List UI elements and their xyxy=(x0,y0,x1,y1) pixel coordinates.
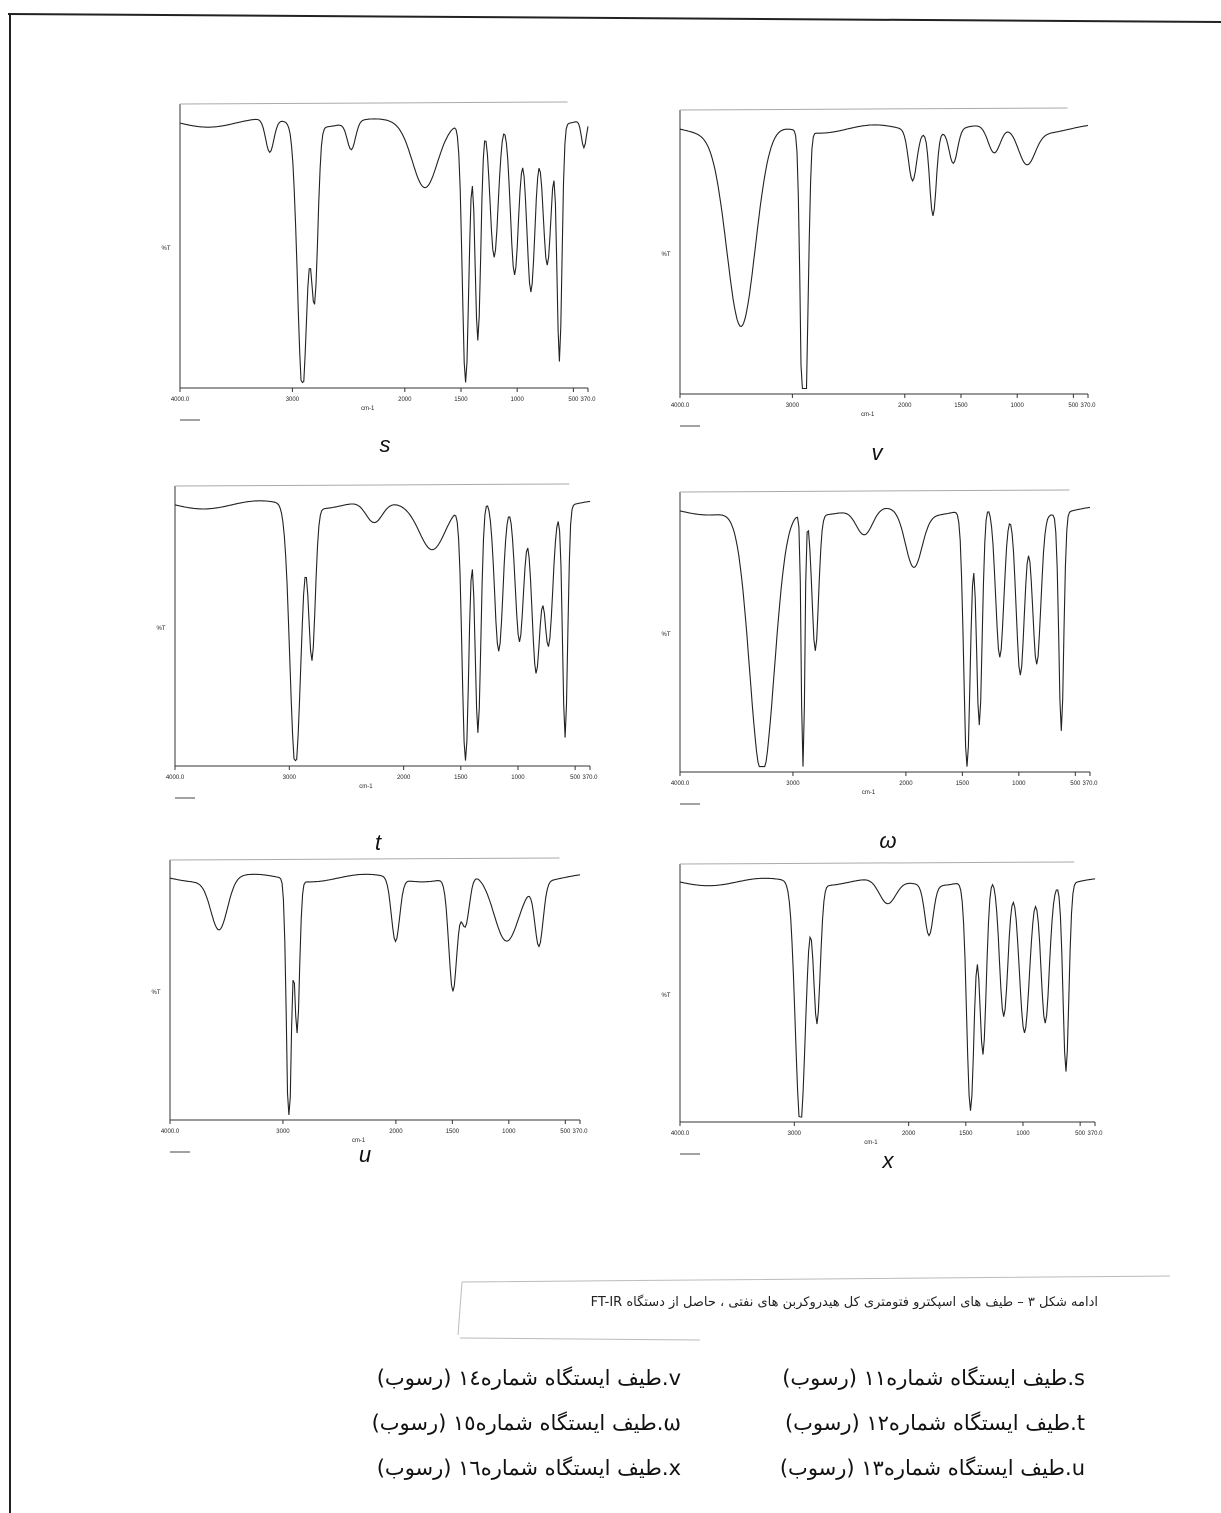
x-tick-label: 4000.0 xyxy=(166,775,185,781)
x-tick-label: 3000 xyxy=(786,403,800,409)
plot-frame xyxy=(679,864,1095,1123)
x-tick-label: 2000 xyxy=(398,397,412,403)
caption: ادامه شکل ۳ – طیف های اسپکترو فتومتری کل… xyxy=(590,1295,1098,1310)
x-tick-label: 370.0 xyxy=(1087,1131,1103,1137)
x-axis-label: cm-1 xyxy=(864,1140,878,1146)
x-tick-label: 370.0 xyxy=(1082,781,1098,787)
y-axis-label: %T xyxy=(662,632,671,638)
x-axis-label: cm-1 xyxy=(352,1138,366,1144)
x-tick-label: 500 xyxy=(1075,1131,1086,1137)
x-tick-label: 3000 xyxy=(276,1129,290,1135)
x-axis-label: cm-1 xyxy=(359,784,373,790)
x-tick-label: 370.0 xyxy=(572,1129,588,1135)
legend-entry: ω.طیف ایستگاه شماره١٥ (رسوب) xyxy=(371,1411,681,1435)
plot-top xyxy=(679,107,1068,111)
x-tick-label: 370.0 xyxy=(580,397,596,403)
x-tick-label: 2000 xyxy=(902,1131,916,1137)
x-tick-label: 4000.0 xyxy=(171,397,190,403)
spectrum-curve xyxy=(174,500,591,762)
page-top-border xyxy=(7,13,1221,23)
x-tick-label: 3000 xyxy=(283,775,297,781)
y-axis-label: %T xyxy=(152,990,161,996)
x-tick-label: 1500 xyxy=(954,403,968,409)
plot-top xyxy=(174,483,570,487)
panel-label: s xyxy=(380,432,391,457)
x-tick-label: 2000 xyxy=(397,775,411,781)
x-tick-label: 500 xyxy=(1068,403,1079,409)
x-tick-label: 1000 xyxy=(511,397,525,403)
x-tick-label: 370.0 xyxy=(582,775,598,781)
x-tick-label: 500 xyxy=(568,397,579,403)
spectrum-curve xyxy=(179,118,589,384)
plot-top xyxy=(679,861,1075,865)
x-axis-label: cm-1 xyxy=(862,790,876,796)
x-tick-label: 3000 xyxy=(286,397,300,403)
x-tick-label: 500 xyxy=(570,775,581,781)
x-tick-label: 3000 xyxy=(786,781,800,787)
panel-label: t xyxy=(375,830,382,855)
x-tick-label: 4000.0 xyxy=(161,1129,180,1135)
panel-label: v xyxy=(872,440,885,465)
x-tick-label: 1000 xyxy=(1016,1131,1030,1137)
x-tick-label: 2000 xyxy=(389,1129,403,1135)
plot-frame xyxy=(679,110,1088,395)
y-axis-label: %T xyxy=(662,252,671,258)
x-axis-label: cm-1 xyxy=(361,406,375,412)
x-tick-label: 500 xyxy=(560,1129,571,1135)
legend-entry: v.طیف ایستگاه شماره١٤ (رسوب) xyxy=(376,1366,681,1390)
x-tick-label: 1500 xyxy=(446,1129,460,1135)
panel-label: u xyxy=(359,1142,371,1167)
spectrum-curve xyxy=(679,506,1091,768)
x-tick-label: 1500 xyxy=(454,397,468,403)
x-tick-label: 1000 xyxy=(502,1129,516,1135)
x-tick-label: 500 xyxy=(1070,781,1081,787)
x-tick-label: 3000 xyxy=(788,1131,802,1137)
legend-entry: s.طیف ایستگاه شماره۱۱ (رسوب) xyxy=(782,1366,1085,1390)
x-tick-label: 2000 xyxy=(898,403,912,409)
legend-entry: u.طیف ایستگاه شماره۱۳ (رسوب) xyxy=(779,1456,1085,1480)
x-tick-label: 2000 xyxy=(899,781,913,787)
plot-frame xyxy=(169,860,580,1121)
panel-label: ω xyxy=(879,828,896,853)
caption-box xyxy=(457,1275,1171,1341)
plot-frame xyxy=(179,104,588,389)
y-axis-label: %T xyxy=(157,626,166,632)
y-axis-label: %T xyxy=(162,246,171,252)
x-tick-label: 1000 xyxy=(1012,781,1026,787)
spectrum-curve xyxy=(169,873,581,1116)
x-tick-label: 4000.0 xyxy=(671,781,690,787)
plot-top xyxy=(169,857,560,861)
x-tick-label: 1000 xyxy=(511,775,525,781)
x-tick-label: 1500 xyxy=(959,1131,973,1137)
x-axis-label: cm-1 xyxy=(861,412,875,418)
plot-frame xyxy=(679,492,1090,773)
spectrum-curve xyxy=(679,877,1096,1118)
plot-top xyxy=(179,101,568,105)
legend-entry: x.طیف ایستگاه شماره١٦ (رسوب) xyxy=(376,1456,681,1480)
panel-label: x xyxy=(882,1148,895,1173)
x-tick-label: 4000.0 xyxy=(671,403,690,409)
x-tick-label: 4000.0 xyxy=(671,1131,690,1137)
spectrum-curve xyxy=(679,124,1089,390)
plot-frame xyxy=(174,486,590,767)
plot-top xyxy=(679,489,1070,493)
x-tick-label: 1500 xyxy=(454,775,468,781)
legend-entry: t.طیف ایستگاه شماره۱۲ (رسوب) xyxy=(784,1411,1085,1435)
x-tick-label: 1500 xyxy=(956,781,970,787)
x-tick-label: 370.0 xyxy=(1080,403,1096,409)
x-tick-label: 1000 xyxy=(1011,403,1025,409)
y-axis-label: %T xyxy=(662,993,671,999)
